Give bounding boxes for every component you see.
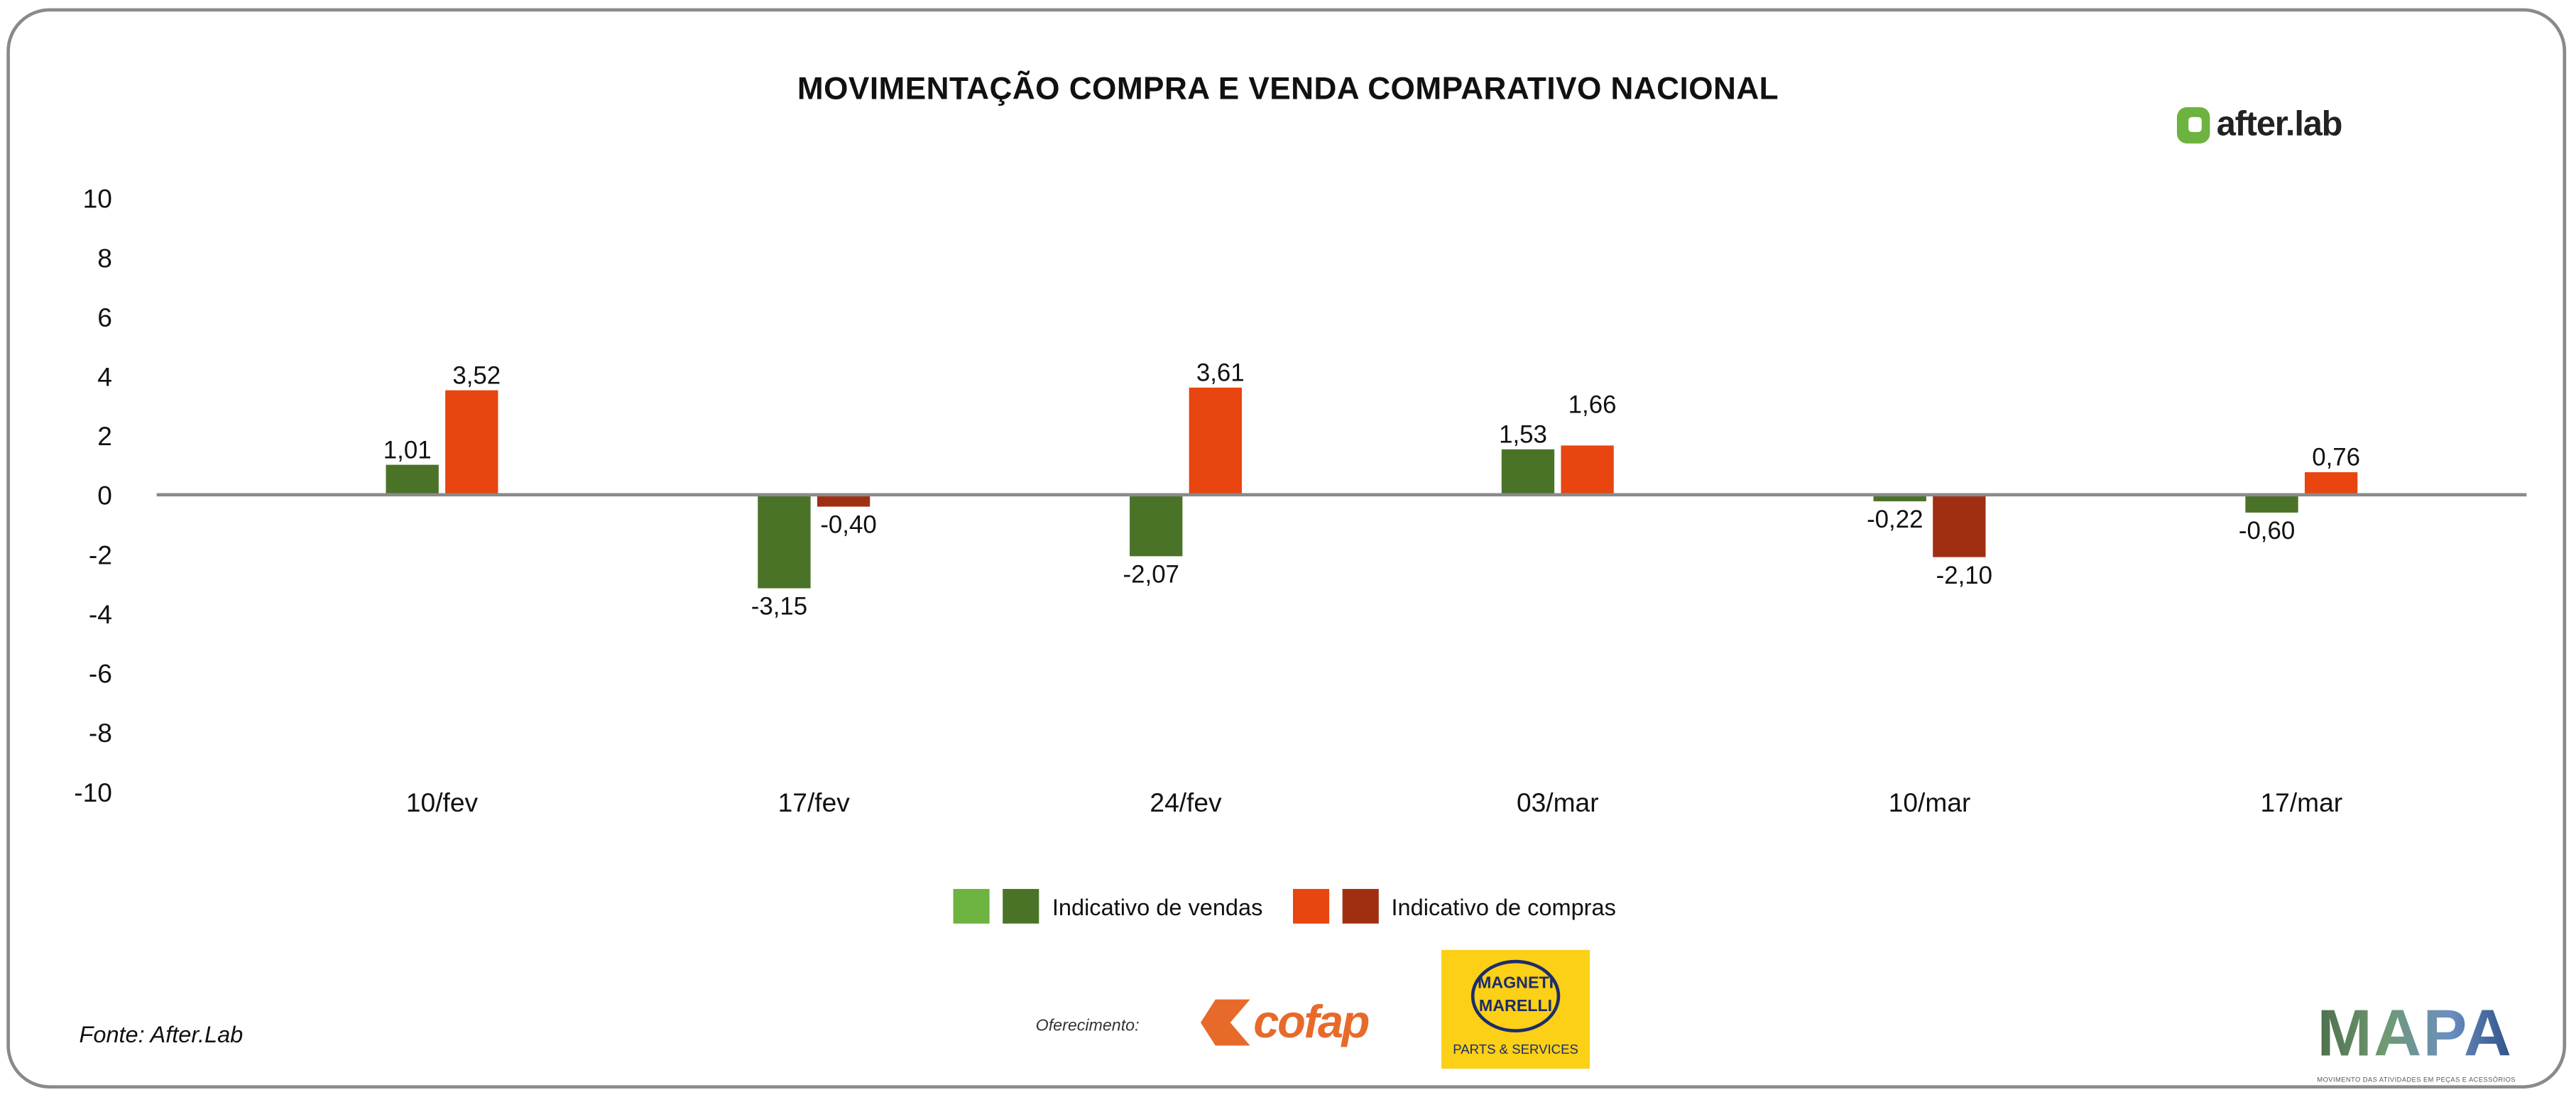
- sponsor-label: Oferecimento:: [1035, 1018, 1140, 1036]
- bar-vendas: [1873, 494, 1926, 502]
- y-tick-label: 8: [97, 243, 112, 273]
- data-label: -0,40: [820, 511, 876, 539]
- marelli-text: MARELLI: [1478, 998, 1553, 1016]
- legend: Indicativo de vendas Indicativo de compr…: [953, 888, 1616, 924]
- bar-vendas: [1130, 494, 1183, 557]
- bar-compras: [2304, 472, 2358, 495]
- cofap-logo-text: cofap: [1253, 995, 1370, 1047]
- data-label: -2,10: [1936, 562, 1992, 589]
- legend-swatch-vendas-light: [953, 888, 990, 924]
- bar-compras: [1933, 494, 1986, 557]
- data-label: -0,22: [1867, 506, 1923, 533]
- legend-swatch-compras-dark: [1341, 888, 1378, 924]
- source-note: Fonte: After.Lab: [79, 1020, 244, 1047]
- bar-compras: [445, 390, 498, 495]
- y-tick-label: 10: [83, 184, 112, 214]
- magneti-text: MAGNETI: [1477, 974, 1554, 993]
- bar-vendas: [2245, 494, 2298, 513]
- y-tick-label: 4: [97, 362, 112, 392]
- y-tick-label: 2: [97, 421, 112, 451]
- bar-vendas: [758, 494, 811, 589]
- data-label: -3,15: [751, 593, 807, 621]
- bar-compras: [1189, 387, 1242, 495]
- mapa-logo: MAPA MOVIMENTO DAS ATIVIDADES EM PEÇAS E…: [2317, 996, 2516, 1085]
- chart-frame: [6, 8, 2567, 1089]
- x-tick-label: 03/mar: [1517, 787, 1599, 817]
- data-label: -0,60: [2239, 517, 2295, 545]
- x-tick-label: 10/mar: [1889, 787, 1971, 817]
- data-label: 3,52: [452, 361, 501, 389]
- magneti-marelli-oval: MAGNETI MARELLI: [1470, 959, 1561, 1033]
- data-label: -2,07: [1123, 561, 1179, 589]
- bar-compras: [1561, 445, 1614, 495]
- data-label: 1,66: [1568, 391, 1617, 419]
- cofap-x-icon: [1200, 999, 1250, 1046]
- data-label: 1,53: [1499, 421, 1547, 449]
- y-tick-label: -4: [89, 599, 112, 629]
- data-label: 0,76: [2312, 444, 2360, 471]
- legend-label-vendas: Indicativo de vendas: [1052, 893, 1263, 920]
- magneti-tagline: PARTS & SERVICES: [1453, 1042, 1578, 1057]
- y-tick-label: -2: [89, 540, 112, 569]
- y-tick-label: -8: [89, 718, 112, 748]
- legend-label-compras: Indicativo de compras: [1391, 893, 1616, 920]
- y-tick-label: 0: [97, 481, 112, 511]
- bar-vendas: [386, 464, 439, 495]
- cofap-logo: cofap: [1200, 995, 1370, 1049]
- legend-swatch-vendas-dark: [1003, 888, 1039, 924]
- x-tick-label: 24/fev: [1150, 787, 1222, 817]
- y-tick-label: -10: [74, 778, 112, 807]
- y-tick-label: -6: [89, 659, 112, 689]
- afterlab-logo-mark-icon: [2176, 107, 2210, 144]
- bar-compras: [817, 494, 871, 507]
- x-tick-label: 10/fev: [406, 787, 479, 817]
- mapa-tagline: MOVIMENTO DAS ATIVIDADES EM PEÇAS E ACES…: [2317, 1075, 2516, 1084]
- legend-swatch-compras-light: [1292, 888, 1329, 924]
- mapa-logo-text: MAPA: [2317, 996, 2516, 1072]
- magneti-marelli-logo: MAGNETI MARELLI PARTS & SERVICES: [1441, 949, 1590, 1069]
- x-tick-label: 17/fev: [778, 787, 851, 817]
- afterlab-logo-text: after.lab: [2216, 105, 2343, 144]
- x-tick-label: 17/mar: [2261, 787, 2343, 817]
- data-label: 1,01: [383, 436, 432, 464]
- y-tick-label: 6: [97, 302, 112, 332]
- chart-title: MOVIMENTAÇÃO COMPRA E VENDA COMPARATIVO …: [797, 72, 1779, 107]
- data-label: 3,61: [1196, 359, 1245, 387]
- afterlab-logo: after.lab: [2176, 105, 2343, 146]
- bar-vendas: [1501, 449, 1555, 495]
